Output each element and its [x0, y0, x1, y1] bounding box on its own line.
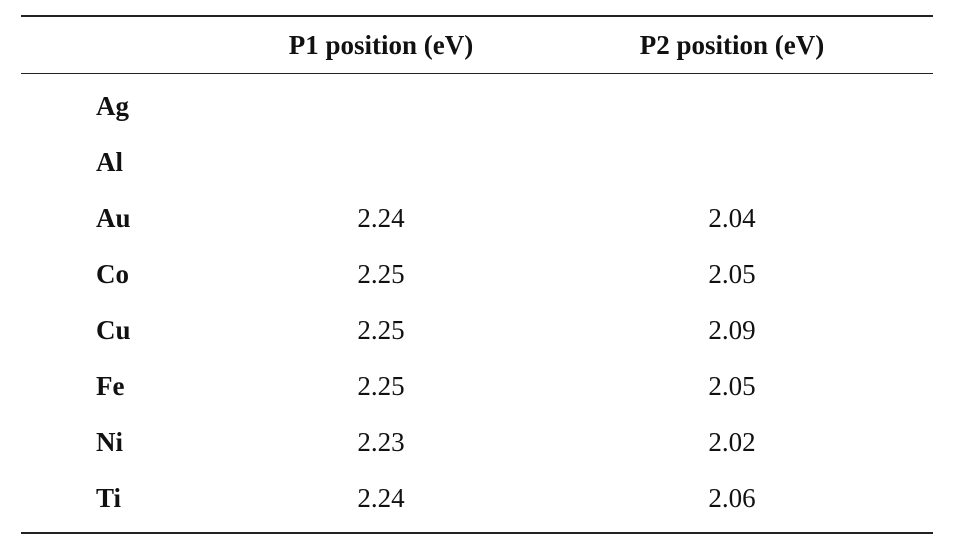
element-label: Ag — [96, 90, 129, 121]
p2-value: 2.02 — [708, 426, 756, 457]
header-rule — [21, 73, 933, 74]
p2-value: 2.05 — [708, 258, 756, 289]
header-p1: P1 position (eV) — [288, 29, 474, 60]
element-label: Co — [96, 258, 129, 289]
p1-value: 2.25 — [357, 314, 405, 345]
element-label: Al — [96, 146, 123, 177]
bottom-rule — [21, 532, 933, 534]
table-row: Al — [21, 134, 933, 190]
element-label: Ni — [96, 426, 123, 457]
p1-value: 2.25 — [357, 370, 405, 401]
element-label: Cu — [96, 314, 131, 345]
header-p2: P2 position (eV) — [639, 29, 825, 60]
p1-value: 2.23 — [357, 426, 405, 457]
element-label: Ti — [96, 482, 122, 513]
p2-value: 2.04 — [708, 202, 756, 233]
p2-value: 2.06 — [708, 482, 756, 513]
table-header: P1 position (eV) P2 position (eV) — [21, 17, 933, 73]
table-row: Ag — [21, 78, 933, 134]
table-row: Cu 2.25 2.09 — [21, 302, 933, 358]
p1-value: 2.25 — [357, 258, 405, 289]
table-row: Ti 2.24 2.06 — [21, 470, 933, 526]
table-body: Ag Al Au 2.24 2.04 Co 2.25 2.05 Cu 2.25 … — [21, 74, 933, 532]
element-label: Fe — [96, 370, 125, 401]
p1-value: 2.24 — [357, 482, 405, 513]
p1-value: 2.24 — [357, 202, 405, 233]
p2-value: 2.09 — [708, 314, 756, 345]
data-table: P1 position (eV) P2 position (eV) Ag Al … — [21, 15, 933, 534]
table-row: Fe 2.25 2.05 — [21, 358, 933, 414]
table-row: Ni 2.23 2.02 — [21, 414, 933, 470]
element-label: Au — [96, 202, 131, 233]
p2-value: 2.05 — [708, 370, 756, 401]
top-rule — [21, 15, 933, 17]
table-row: Co 2.25 2.05 — [21, 246, 933, 302]
table-row: Au 2.24 2.04 — [21, 190, 933, 246]
